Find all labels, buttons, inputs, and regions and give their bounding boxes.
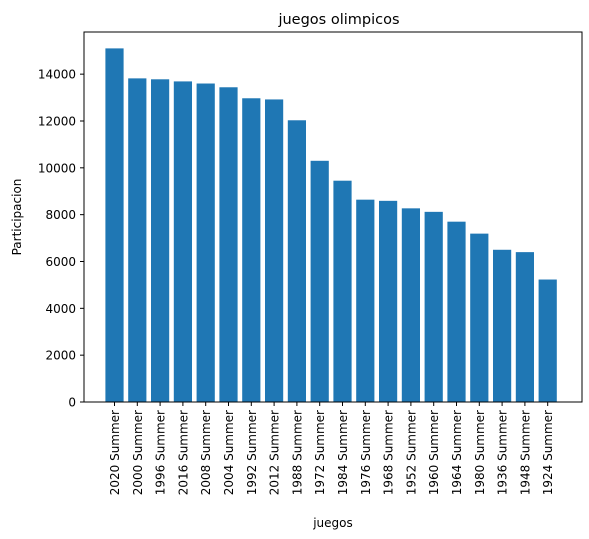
bar <box>539 280 557 402</box>
y-tick-label: 6000 <box>45 255 76 269</box>
x-tick-label: 1924 Summer <box>541 410 555 495</box>
x-tick-label: 1996 Summer <box>154 410 168 495</box>
bar <box>105 48 123 402</box>
y-tick-label: 14000 <box>38 68 76 82</box>
bar <box>333 181 351 402</box>
x-tick-label: 1960 Summer <box>427 410 441 495</box>
y-tick-label: 8000 <box>45 208 76 222</box>
bar <box>151 79 169 402</box>
bar <box>493 250 511 402</box>
bar <box>174 81 192 402</box>
bar <box>425 212 443 402</box>
bar <box>197 84 215 402</box>
bar <box>470 234 488 402</box>
x-tick-label: 1992 Summer <box>245 410 259 495</box>
x-tick-label: 2004 Summer <box>222 410 236 495</box>
x-tick-label: 1972 Summer <box>313 410 327 495</box>
bars-group <box>105 48 556 402</box>
x-axis-label: juegos <box>312 516 353 530</box>
x-tick-label: 1988 Summer <box>290 410 304 495</box>
bar <box>128 78 146 402</box>
x-tick-label: 1980 Summer <box>473 410 487 495</box>
chart-title: juegos olimpicos <box>277 12 399 28</box>
x-tick-label: 2008 Summer <box>199 410 213 495</box>
x-tick-label: 2000 Summer <box>131 410 145 495</box>
x-axis: 2020 Summer 2000 Summer 1996 Summer 2016 Su… <box>108 402 555 495</box>
bar <box>447 222 465 402</box>
x-tick-label: 1952 Summer <box>404 410 418 495</box>
x-tick-label: 1984 Summer <box>336 410 350 495</box>
bar <box>265 99 283 402</box>
x-tick-label: 2020 Summer <box>108 410 122 495</box>
bar <box>516 252 534 402</box>
x-tick-label: 2016 Summer <box>176 410 190 495</box>
y-tick-label: 10000 <box>38 161 76 175</box>
y-tick-label: 2000 <box>45 349 76 363</box>
bar <box>356 200 374 402</box>
x-tick-label: 1976 Summer <box>359 410 373 495</box>
bar <box>379 201 397 402</box>
x-tick-label: 1964 Summer <box>450 410 464 495</box>
bar <box>219 87 237 402</box>
x-tick-label: 2012 Summer <box>268 410 282 495</box>
y-tick-label: 4000 <box>45 302 76 316</box>
x-tick-label: 1968 Summer <box>382 410 396 495</box>
bar <box>288 120 306 402</box>
y-tick-label: 12000 <box>38 114 76 128</box>
x-tick-label: 1948 Summer <box>518 410 532 495</box>
bar <box>242 98 260 402</box>
y-axis: 0 2000 4000 6000 8000 10000 12000 14000 <box>38 68 84 410</box>
bar <box>402 208 420 402</box>
bar <box>311 161 329 402</box>
x-tick-label: 1936 Summer <box>496 410 510 495</box>
y-axis-label: Participacion <box>10 179 24 256</box>
y-tick-label: 0 <box>68 396 76 410</box>
